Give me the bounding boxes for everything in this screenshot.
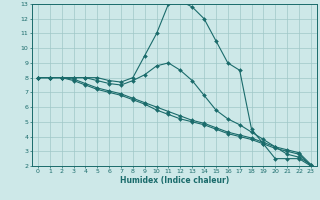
X-axis label: Humidex (Indice chaleur): Humidex (Indice chaleur): [120, 176, 229, 185]
